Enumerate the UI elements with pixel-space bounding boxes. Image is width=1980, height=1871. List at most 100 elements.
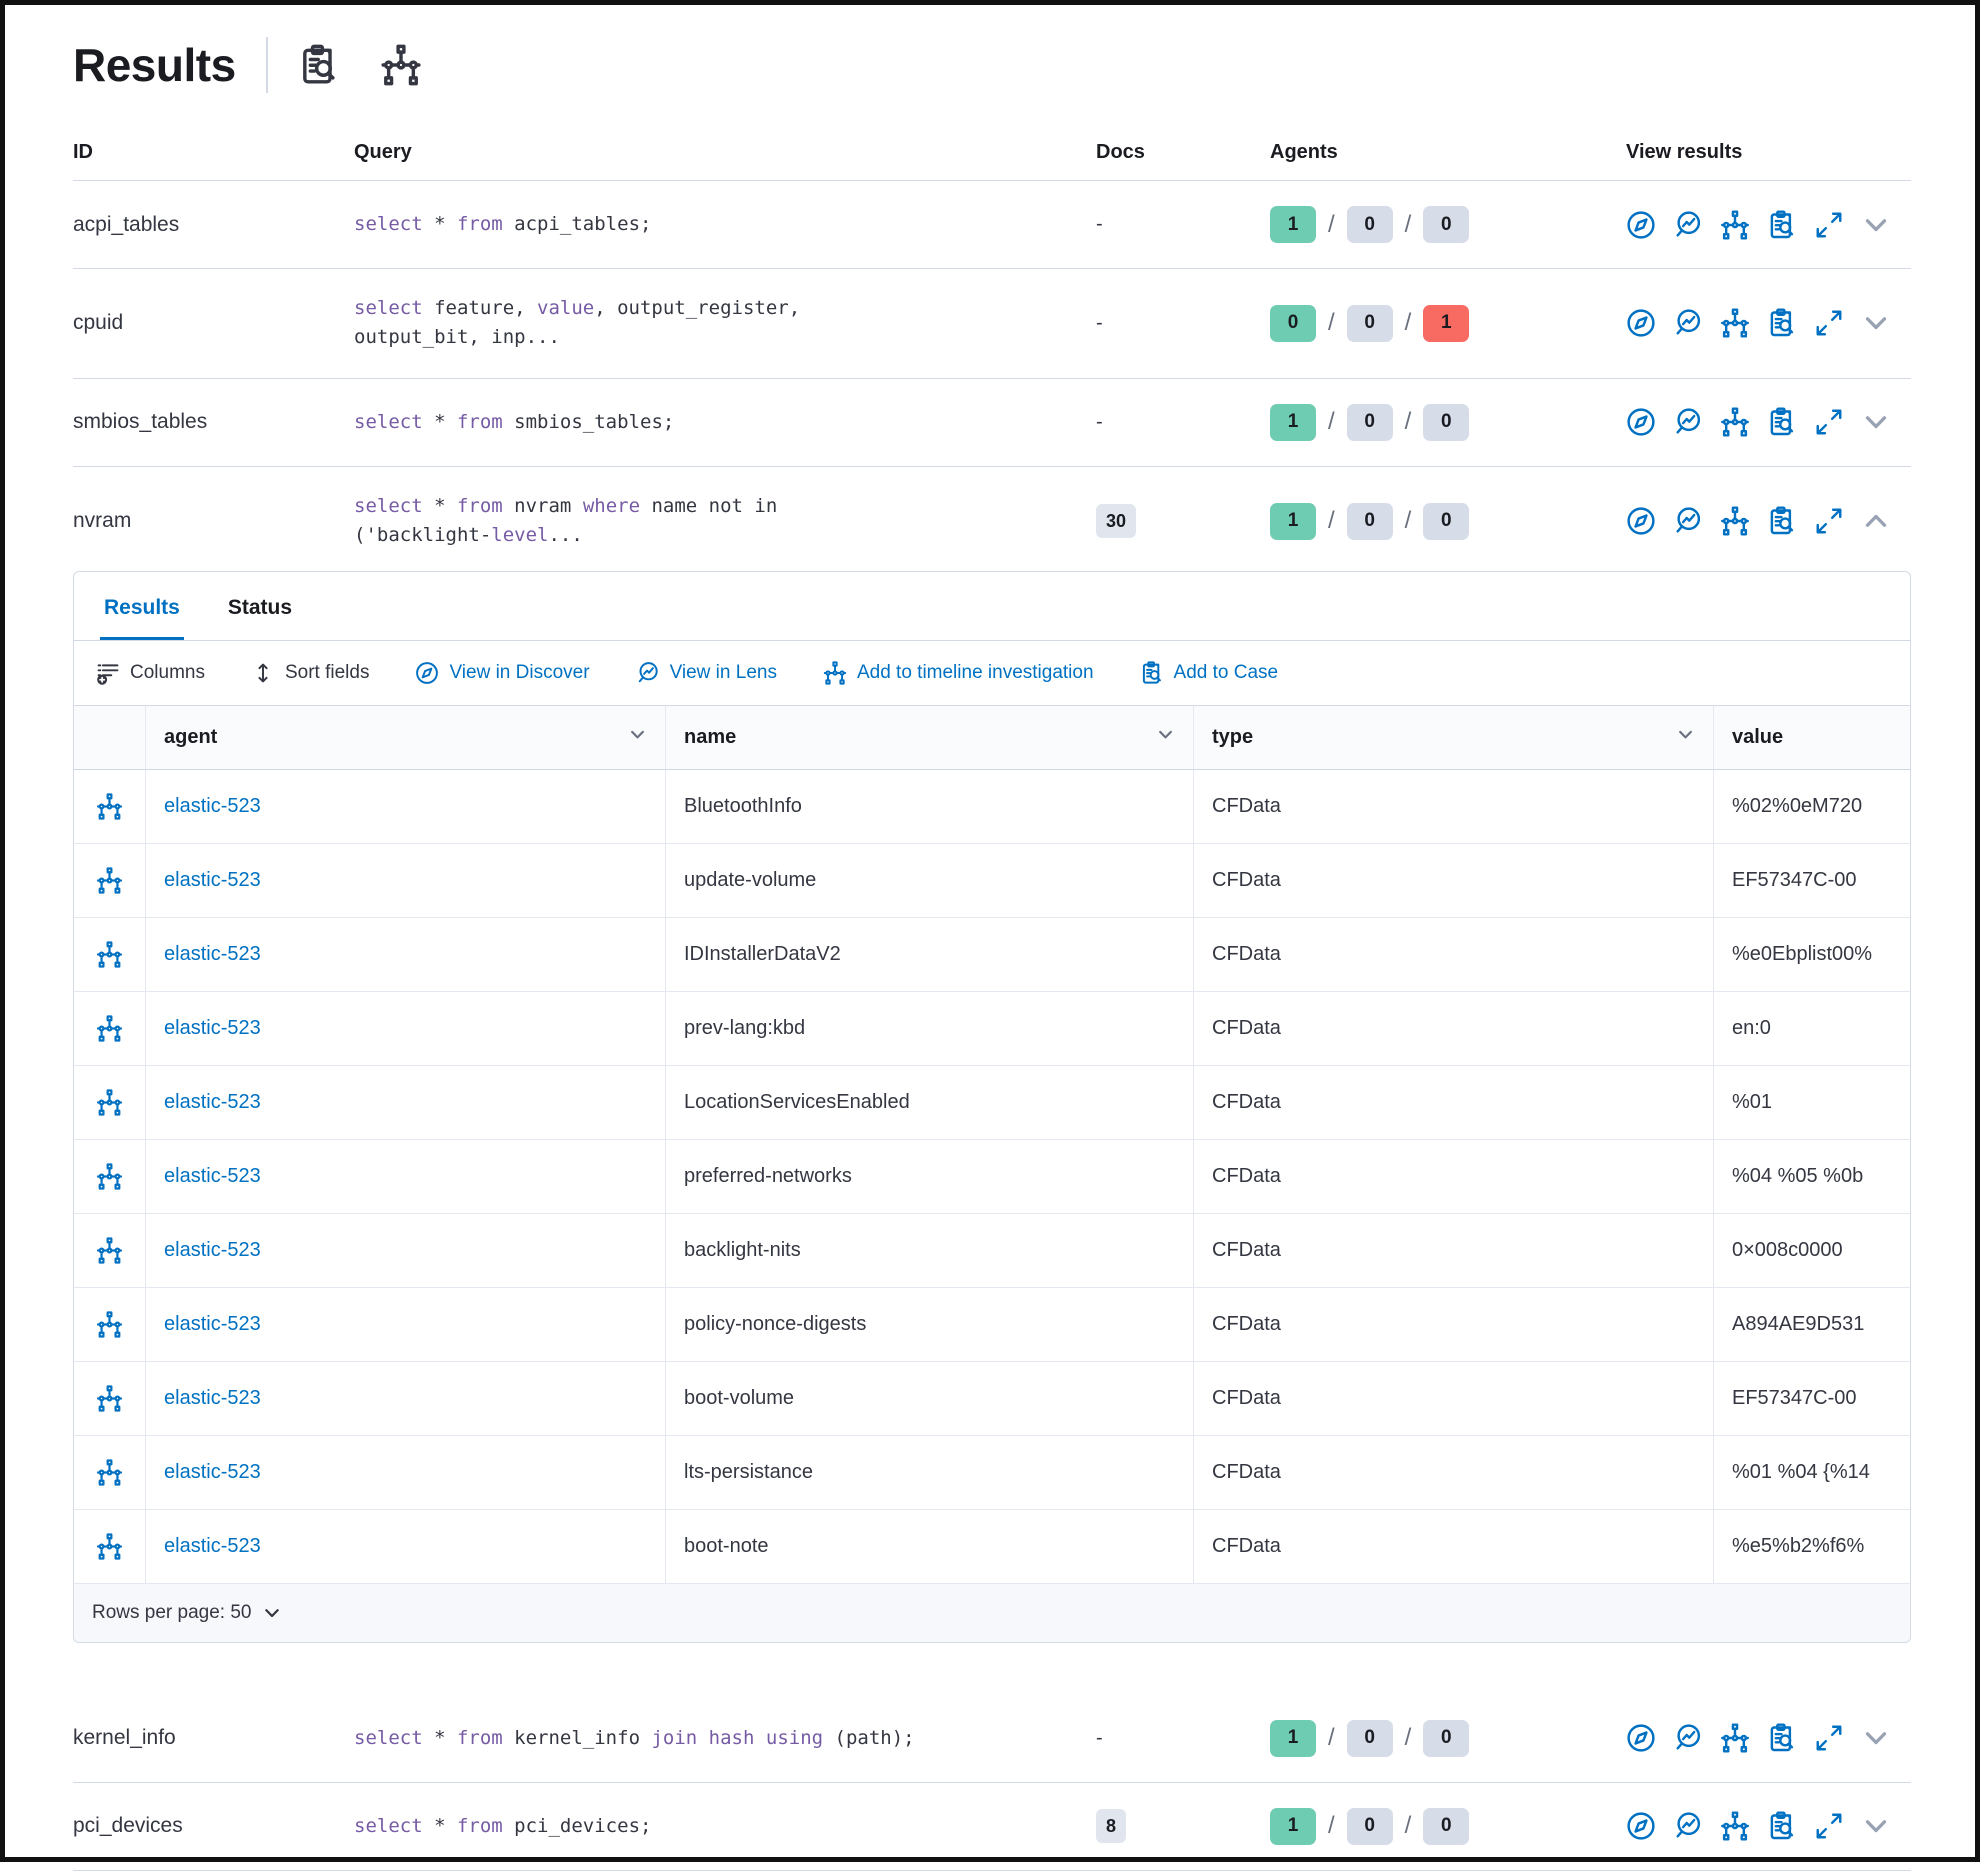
rows-per-page-button[interactable]: Rows per page: 50 [74,1583,1910,1642]
timeline-icon[interactable] [96,1459,123,1486]
view-in-lens-button[interactable] [1673,1811,1703,1841]
timeline-icon[interactable] [96,1237,123,1264]
add-to-case-button[interactable]: Add to Case [1140,661,1278,685]
view-in-discover-button[interactable] [1626,506,1656,536]
agent-link[interactable]: elastic-523 [164,1534,261,1557]
inspect-results-button[interactable] [1767,210,1797,240]
columns-button[interactable]: Columns [96,661,205,685]
add-to-timeline-button[interactable] [1720,506,1750,536]
add-to-timeline-button[interactable] [1720,1723,1750,1753]
row-timeline-control[interactable] [74,991,146,1066]
agent-link[interactable]: elastic-523 [164,942,261,965]
agent-link[interactable]: elastic-523 [164,1016,261,1039]
view-in-lens-button[interactable] [1673,308,1703,338]
expand-results-button[interactable] [1814,407,1844,437]
add-to-timeline-investigation-button[interactable]: Add to timeline investigation [823,661,1094,685]
inspect-icon[interactable] [298,44,340,86]
agent-link[interactable]: elastic-523 [164,1312,261,1335]
view-in-lens-button[interactable] [1673,1723,1703,1753]
sort-fields-button[interactable]: Sort fields [251,661,369,685]
grid-row: elastic-523 prev-lang:kbd CFData en:0 [74,991,1910,1066]
agent-link[interactable]: elastic-523 [164,794,261,817]
row-timeline-control[interactable] [74,1065,146,1140]
add-to-timeline-button[interactable] [1720,1811,1750,1841]
expand-row-chevron[interactable] [1861,1723,1891,1753]
view-in-discover-button[interactable]: View in Discover [415,661,590,685]
row-timeline-control[interactable] [74,769,146,844]
view-in-lens-button[interactable] [1673,407,1703,437]
grid-header-name[interactable]: name [666,705,1194,770]
docs-cell: - [1096,410,1103,433]
expand-results-button[interactable] [1814,1723,1844,1753]
inspect-results-button[interactable] [1767,308,1797,338]
timeline-icon[interactable] [96,941,123,968]
timeline-icon[interactable] [96,1163,123,1190]
timeline-icon[interactable] [96,1311,123,1338]
chevron-down-icon[interactable] [1676,725,1695,750]
grid-header-label: type [1212,725,1254,748]
docs-cell: - [1096,311,1103,334]
grid-row: elastic-523 IDInstallerDataV2 CFData %e0Ebp… [74,917,1910,992]
view-in-discover-button[interactable] [1626,210,1656,240]
grid-header-row: agent name type value [74,705,1910,770]
timeline-icon[interactable] [380,44,422,86]
inspect-results-button[interactable] [1767,1811,1797,1841]
agent-link[interactable]: elastic-523 [164,1460,261,1483]
view-in-discover-button[interactable] [1626,1723,1656,1753]
row-timeline-control[interactable] [74,1509,146,1584]
cell-type: CFData [1194,1065,1714,1140]
collapse-row-chevron[interactable] [1861,506,1891,536]
expand-row-chevron[interactable] [1861,210,1891,240]
agent-link[interactable]: elastic-523 [164,1386,261,1409]
timeline-icon[interactable] [96,1533,123,1560]
agent-link[interactable]: elastic-523 [164,1238,261,1261]
expand-row-chevron[interactable] [1861,1811,1891,1841]
view-in-lens-button[interactable] [1673,210,1703,240]
chevron-down-icon[interactable] [628,725,647,750]
agent-link[interactable]: elastic-523 [164,1164,261,1187]
view-in-discover-button[interactable] [1626,1811,1656,1841]
tab-status[interactable]: Status [227,595,293,619]
timeline-icon[interactable] [96,867,123,894]
agent-link[interactable]: elastic-523 [164,1090,261,1113]
row-timeline-control[interactable] [74,1361,146,1436]
expand-results-button[interactable] [1814,1811,1844,1841]
cell-name: lts-persistance [666,1435,1194,1510]
row-timeline-control[interactable] [74,917,146,992]
inspect-results-button[interactable] [1767,506,1797,536]
grid-header-value[interactable]: value [1714,705,1910,770]
add-to-timeline-button[interactable] [1720,407,1750,437]
row-timeline-control[interactable] [74,843,146,918]
inspect-results-button[interactable] [1767,407,1797,437]
docs-cell: - [1096,213,1103,235]
tab-results[interactable]: Results [100,572,184,640]
query-sql: select * from kernel_info join hash usin… [354,1724,1088,1753]
timeline-icon[interactable] [96,1015,123,1042]
expand-results-button[interactable] [1814,210,1844,240]
expand-results-button[interactable] [1814,506,1844,536]
expand-row-chevron[interactable] [1861,407,1891,437]
add-to-timeline-button[interactable] [1720,210,1750,240]
timeline-icon[interactable] [96,1385,123,1412]
add-to-timeline-button[interactable] [1720,308,1750,338]
row-timeline-control[interactable] [74,1287,146,1362]
agent-badge-success: 0 [1270,304,1316,342]
row-timeline-control[interactable] [74,1213,146,1288]
grid-header-type[interactable]: type [1194,705,1714,770]
view-in-lens-button[interactable] [1673,506,1703,536]
row-timeline-control[interactable] [74,1139,146,1214]
inspect-results-button[interactable] [1767,1723,1797,1753]
view-in-discover-button[interactable] [1626,407,1656,437]
view-in-lens-button[interactable]: View in Lens [636,661,777,685]
agent-link[interactable]: elastic-523 [164,868,261,891]
expand-results-button[interactable] [1814,308,1844,338]
chevron-down-icon[interactable] [1156,725,1175,750]
timeline-icon[interactable] [96,1089,123,1116]
view-in-discover-button[interactable] [1626,308,1656,338]
expand-row-chevron[interactable] [1861,308,1891,338]
queries-rows-bottom: kernel_info select * from kernel_info joi… [73,1695,1911,1871]
cell-name: prev-lang:kbd [666,991,1194,1066]
row-timeline-control[interactable] [74,1435,146,1510]
timeline-icon[interactable] [96,793,123,820]
grid-header-agent[interactable]: agent [146,705,666,770]
